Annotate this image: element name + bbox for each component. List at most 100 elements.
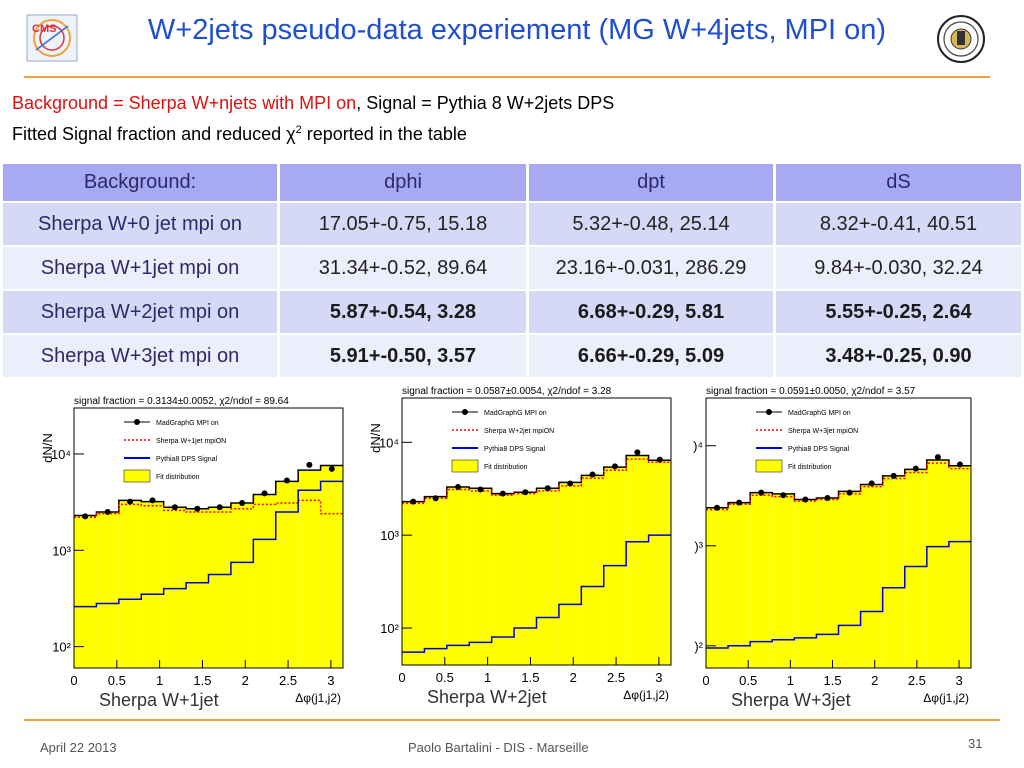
x-tick-label: 2.5 (908, 673, 926, 688)
data-point (149, 497, 156, 504)
y-tick-label: )² (694, 639, 703, 654)
legend-marker-fit (123, 469, 151, 483)
x-tick-label: 0.5 (436, 670, 454, 685)
fit-bar (253, 494, 276, 668)
fit-bar (882, 475, 905, 668)
y-tick-label: 10⁴ (379, 435, 399, 450)
fit-bar (96, 511, 119, 668)
data-point (589, 471, 596, 478)
fit-bar (706, 507, 729, 668)
cms-logo: CMS (26, 14, 78, 62)
data-point (890, 472, 897, 479)
cell-ds: 8.32+-0.41, 40.51 (776, 203, 1021, 245)
data-point (956, 461, 963, 468)
fit-bar (728, 502, 751, 668)
bottom-divider (24, 719, 1000, 721)
data-point (104, 508, 111, 515)
legend-label: MadGraphG MPI on (156, 420, 219, 427)
slide-title: W+2jets pseudo-data experiement (MG W+4j… (147, 14, 887, 46)
y-tick-label: 10³ (52, 543, 71, 558)
data-point (328, 465, 335, 472)
data-point (455, 484, 462, 491)
data-point (194, 505, 201, 512)
subtitle-line-1: Background = Sherpa W+njets with MPI on,… (12, 93, 614, 114)
data-point (283, 477, 290, 484)
x-tick-label: 1.5 (521, 670, 539, 685)
signal-line (402, 534, 671, 653)
data-point (432, 495, 439, 502)
row-name: Sherpa W+0 jet mpi on (3, 203, 277, 245)
data-point (171, 504, 178, 511)
fit-bar (558, 482, 582, 665)
cell-dpt: 6.68+-0.29, 5.81 (529, 291, 773, 333)
x-tick-label: 0 (398, 670, 405, 685)
legend-marker-fit (755, 459, 783, 473)
fit-bar (118, 500, 142, 668)
signal-line (74, 480, 343, 608)
y-tick-label: 10² (52, 640, 71, 655)
x-tick-label: 0.5 (739, 673, 757, 688)
plot-sherpa-w1jet: 0 0.5 1 1.5 2 2.5 3 10² 10³ 10⁴ signal fraction = … (40, 396, 344, 710)
plot-caption: Sherpa W+2jet (427, 687, 547, 707)
signal-definition: , Signal = Pythia 8 W+2jets DPS (356, 93, 615, 113)
cell-dpt: 5.32+-0.48, 25.14 (529, 203, 773, 245)
plot-title: signal fraction = 0.0591±0.0050, χ2/ndof… (706, 386, 916, 397)
x-axis-label: Δφ(j1,j2) (623, 688, 669, 702)
x-tick-label: 2 (242, 673, 249, 688)
data-point (477, 486, 484, 493)
university-seal (936, 14, 986, 64)
x-tick-label: 0 (70, 673, 77, 688)
fit-bar (772, 493, 795, 668)
data-point (127, 498, 134, 505)
plot-sherpa-w3jet: 0 0.5 1 1.5 2 2.5 3)²)³)⁴ signal fraction = 0.0… (693, 386, 972, 710)
x-axis-label: Δφ(j1,j2) (295, 691, 341, 705)
data-point (410, 498, 417, 505)
x-axis-label: Δφ(j1,j2) (923, 691, 969, 705)
cms-logo-text: CMS (32, 23, 56, 35)
data-point (544, 485, 551, 492)
cell-dpt: 23.16+-0.031, 286.29 (529, 247, 773, 289)
fit-bar (626, 455, 649, 665)
header-dpt: dpt (529, 164, 773, 201)
data-point (824, 495, 831, 502)
x-tick-label: 2 (871, 673, 878, 688)
legend-label: Fit distribution (484, 464, 528, 471)
fit-bar (275, 481, 299, 668)
row-name: Sherpa W+1jet mpi on (3, 247, 277, 289)
data-point (780, 492, 787, 499)
table-row: Sherpa W+1jet mpi on 31.34+-0.52, 89.64 … (3, 247, 1021, 289)
data-point (912, 465, 919, 472)
footer-date: April 22 2013 (40, 740, 117, 755)
cell-dphi: 17.05+-0.75, 15.18 (280, 203, 526, 245)
legend-label: MadGraphG MPI on (788, 410, 851, 417)
x-tick-label: 3 (955, 673, 962, 688)
legend-marker-data-point (766, 409, 772, 415)
plot-sherpa-w2jet: 0 0.5 1 1.5 2 2.5 3 10² 10³ 10⁴ signal fraction = … (368, 386, 672, 707)
fit-bar (838, 491, 861, 668)
legend-label: Sherpa W+3jet mpiON (788, 428, 858, 435)
cell-dpt: 6.66+-0.29, 5.09 (529, 335, 773, 377)
plot-title: signal fraction = 0.0587±0.0054, χ2/ndof… (402, 386, 612, 397)
fit-bar (141, 501, 164, 668)
x-tick-label: 0 (702, 673, 709, 688)
data-point (868, 480, 875, 487)
fit-bar (816, 498, 839, 668)
background-line (706, 462, 971, 511)
x-tick-label: 2.5 (607, 670, 625, 685)
data-point (634, 449, 641, 456)
y-tick-label: 10⁴ (51, 447, 71, 462)
table-row: Sherpa W+3jet mpi on 5.91+-0.50, 3.57 6.… (3, 335, 1021, 377)
data-point (306, 461, 313, 468)
data-point (934, 454, 941, 461)
data-point (611, 463, 618, 470)
header-background: Background: (3, 164, 277, 201)
header-ds: dS (776, 164, 1021, 201)
fit-bar (186, 508, 209, 668)
data-point (239, 499, 246, 506)
x-tick-label: 3 (655, 670, 662, 685)
fit-bar (750, 492, 773, 668)
plot-title: signal fraction = 0.3134±0.0052, χ2/ndof… (74, 396, 289, 407)
legend-label: MadGraphG MPI on (484, 410, 547, 417)
fit-bar (74, 515, 97, 668)
data-point (216, 504, 223, 511)
